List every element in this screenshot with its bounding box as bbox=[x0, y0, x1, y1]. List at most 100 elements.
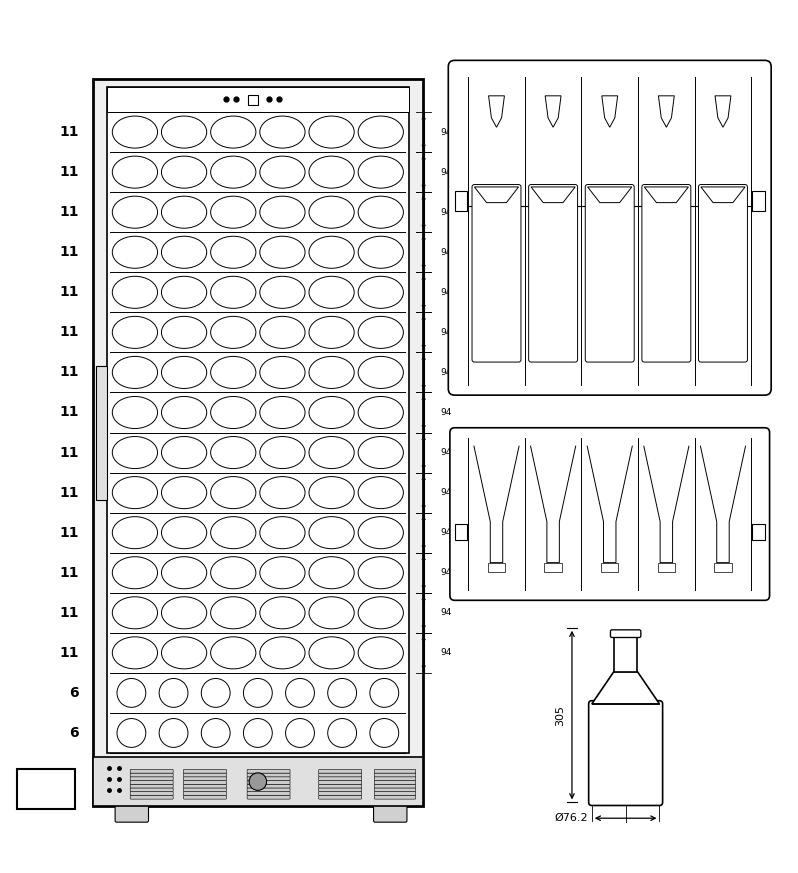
Text: 94: 94 bbox=[440, 608, 452, 617]
Ellipse shape bbox=[211, 597, 256, 629]
Bar bbox=[488, 562, 505, 572]
Text: 11: 11 bbox=[59, 125, 78, 139]
FancyBboxPatch shape bbox=[374, 787, 416, 792]
Bar bbox=[248, 95, 258, 105]
Text: 94: 94 bbox=[440, 528, 452, 537]
FancyBboxPatch shape bbox=[184, 792, 227, 795]
FancyBboxPatch shape bbox=[698, 184, 748, 362]
FancyBboxPatch shape bbox=[318, 784, 361, 788]
Text: 11: 11 bbox=[59, 445, 78, 459]
Text: 94: 94 bbox=[440, 127, 452, 136]
Ellipse shape bbox=[309, 436, 354, 469]
Polygon shape bbox=[455, 191, 468, 211]
Circle shape bbox=[286, 718, 314, 747]
FancyBboxPatch shape bbox=[374, 769, 416, 773]
FancyBboxPatch shape bbox=[374, 795, 416, 799]
Polygon shape bbox=[701, 187, 745, 203]
Ellipse shape bbox=[113, 597, 157, 629]
FancyBboxPatch shape bbox=[373, 803, 407, 822]
FancyBboxPatch shape bbox=[130, 787, 173, 792]
FancyBboxPatch shape bbox=[184, 777, 227, 780]
Ellipse shape bbox=[161, 477, 207, 509]
Text: 11: 11 bbox=[59, 606, 78, 620]
Ellipse shape bbox=[161, 196, 207, 228]
Ellipse shape bbox=[161, 156, 207, 189]
Bar bbox=[544, 562, 562, 572]
Polygon shape bbox=[644, 187, 689, 203]
Ellipse shape bbox=[260, 237, 305, 268]
Polygon shape bbox=[455, 524, 468, 540]
Text: 11: 11 bbox=[59, 485, 78, 499]
Ellipse shape bbox=[358, 557, 404, 588]
FancyBboxPatch shape bbox=[130, 780, 173, 784]
Text: 94: 94 bbox=[440, 488, 452, 497]
FancyBboxPatch shape bbox=[318, 777, 361, 780]
Ellipse shape bbox=[358, 517, 404, 549]
Ellipse shape bbox=[211, 436, 256, 469]
Ellipse shape bbox=[260, 116, 305, 148]
Polygon shape bbox=[531, 187, 575, 203]
Ellipse shape bbox=[309, 196, 354, 228]
FancyBboxPatch shape bbox=[130, 777, 173, 780]
Circle shape bbox=[159, 718, 188, 747]
Ellipse shape bbox=[113, 356, 157, 388]
Ellipse shape bbox=[309, 636, 354, 669]
FancyBboxPatch shape bbox=[589, 701, 662, 806]
FancyBboxPatch shape bbox=[247, 769, 290, 773]
FancyBboxPatch shape bbox=[247, 792, 290, 795]
Text: 11: 11 bbox=[59, 245, 78, 259]
Circle shape bbox=[369, 678, 399, 707]
FancyBboxPatch shape bbox=[115, 803, 148, 822]
Bar bbox=[658, 562, 675, 572]
FancyBboxPatch shape bbox=[374, 777, 416, 780]
Circle shape bbox=[243, 678, 272, 707]
Polygon shape bbox=[545, 96, 561, 127]
Ellipse shape bbox=[358, 356, 404, 388]
Ellipse shape bbox=[211, 557, 256, 588]
Ellipse shape bbox=[113, 396, 157, 429]
Ellipse shape bbox=[113, 316, 157, 348]
Circle shape bbox=[159, 678, 188, 707]
Ellipse shape bbox=[211, 477, 256, 509]
FancyBboxPatch shape bbox=[585, 184, 634, 362]
Bar bbox=[487, 187, 507, 203]
FancyBboxPatch shape bbox=[318, 780, 361, 784]
Ellipse shape bbox=[309, 477, 354, 509]
Ellipse shape bbox=[260, 396, 305, 429]
Ellipse shape bbox=[161, 316, 207, 348]
Ellipse shape bbox=[358, 196, 404, 228]
FancyBboxPatch shape bbox=[448, 60, 771, 395]
Ellipse shape bbox=[260, 636, 305, 669]
Ellipse shape bbox=[260, 436, 305, 469]
Ellipse shape bbox=[309, 316, 354, 348]
FancyBboxPatch shape bbox=[130, 792, 173, 795]
Ellipse shape bbox=[358, 597, 404, 629]
Ellipse shape bbox=[211, 237, 256, 268]
FancyBboxPatch shape bbox=[374, 784, 416, 788]
Ellipse shape bbox=[309, 597, 354, 629]
Bar bbox=[107, 86, 409, 753]
Text: 11: 11 bbox=[59, 205, 78, 219]
Text: 11: 11 bbox=[59, 326, 78, 340]
FancyBboxPatch shape bbox=[247, 795, 290, 799]
Ellipse shape bbox=[161, 237, 207, 268]
FancyBboxPatch shape bbox=[247, 784, 290, 788]
Text: 94: 94 bbox=[440, 248, 452, 257]
Ellipse shape bbox=[161, 557, 207, 588]
Ellipse shape bbox=[309, 396, 354, 429]
Ellipse shape bbox=[260, 316, 305, 348]
Ellipse shape bbox=[113, 477, 157, 509]
Ellipse shape bbox=[358, 636, 404, 669]
FancyBboxPatch shape bbox=[130, 784, 173, 788]
Circle shape bbox=[117, 678, 146, 707]
Ellipse shape bbox=[260, 276, 305, 308]
Text: 11: 11 bbox=[59, 165, 78, 179]
Circle shape bbox=[249, 773, 267, 790]
Bar bbox=[714, 562, 732, 572]
Ellipse shape bbox=[358, 276, 404, 308]
Text: 11: 11 bbox=[59, 285, 78, 299]
Polygon shape bbox=[658, 96, 674, 127]
Ellipse shape bbox=[309, 237, 354, 268]
Circle shape bbox=[369, 718, 399, 747]
Ellipse shape bbox=[260, 356, 305, 388]
